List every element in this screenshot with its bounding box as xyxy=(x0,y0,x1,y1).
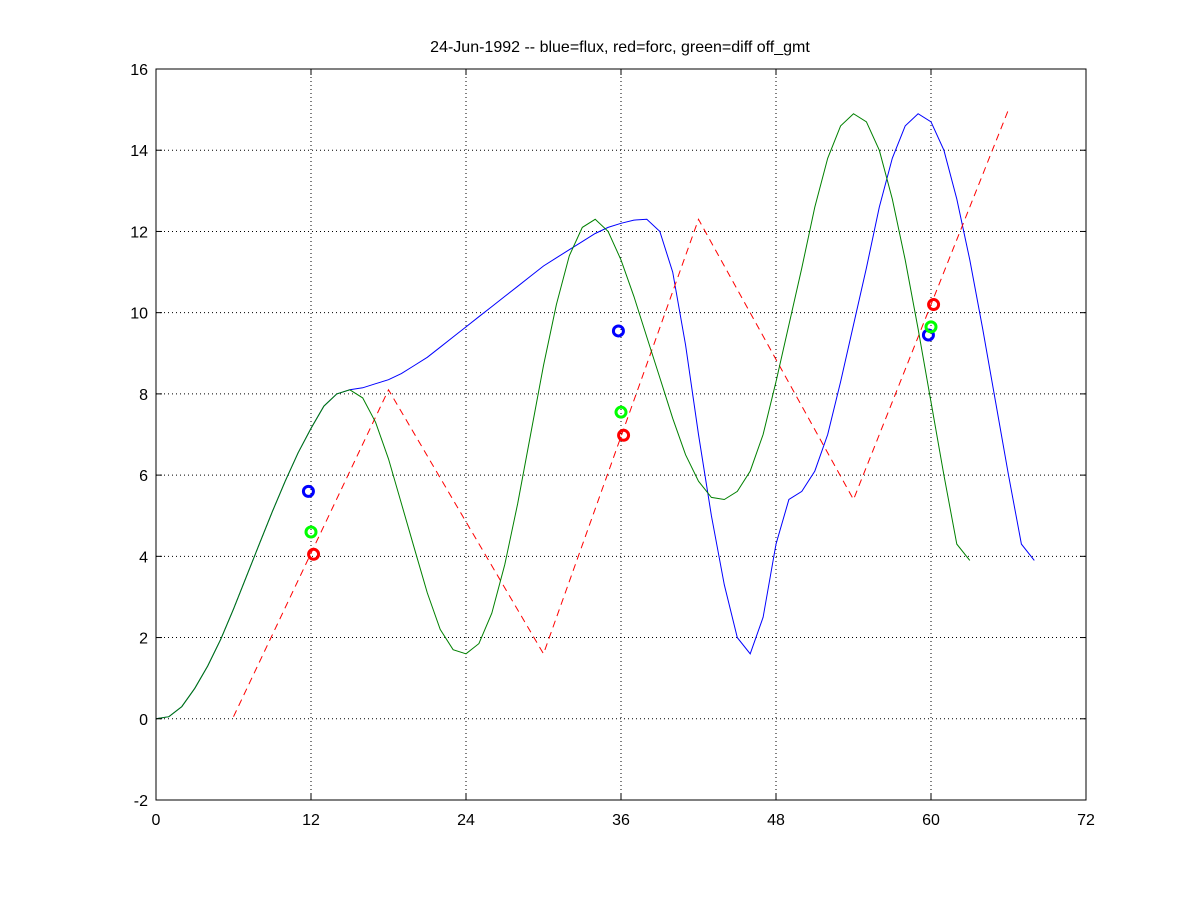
x-tick-label: 72 xyxy=(1077,812,1095,829)
x-tick-label: 12 xyxy=(302,812,320,829)
y-tick-label: 8 xyxy=(139,387,148,404)
plot-frame xyxy=(155,68,1087,801)
y-tick-label: 2 xyxy=(139,631,148,648)
marker-point-5 xyxy=(617,428,631,442)
series-layer xyxy=(155,109,1035,720)
series-line-0 xyxy=(155,113,1035,720)
y-tick-label: 6 xyxy=(139,468,148,485)
x-tick-labels: 0 12 24 36 48 60 72 xyxy=(152,812,1095,829)
tick-layer xyxy=(155,68,1087,801)
x-tick-label: 48 xyxy=(767,812,785,829)
marker-layer xyxy=(301,298,941,561)
y-tick-label: 16 xyxy=(130,62,148,79)
series-line-2 xyxy=(155,113,971,720)
x-tick-label: 60 xyxy=(922,812,940,829)
marker-point-2 xyxy=(307,547,321,561)
y-tick-labels: -2 0 2 4 6 8 10 12 14 16 xyxy=(130,62,148,810)
y-tick-label: 14 xyxy=(130,143,148,160)
x-tick-label: 24 xyxy=(457,812,475,829)
marker-point-0 xyxy=(301,484,315,498)
grid xyxy=(156,69,1086,800)
y-tick-label: 10 xyxy=(130,306,148,323)
y-tick-label: 0 xyxy=(139,712,148,729)
marker-point-8 xyxy=(927,298,941,312)
y-tick-label: 12 xyxy=(130,224,148,241)
x-tick-label: 36 xyxy=(612,812,630,829)
y-tick-label: -2 xyxy=(134,793,148,810)
x-tick-label: 0 xyxy=(152,812,161,829)
marker-point-7 xyxy=(924,320,938,334)
marker-point-3 xyxy=(611,324,625,338)
marker-point-1 xyxy=(304,525,318,539)
chart-title: 24-Jun-1992 -- blue=flux, red=forc, gree… xyxy=(430,39,810,56)
y-tick-label: 4 xyxy=(139,549,148,566)
series-line-1 xyxy=(233,109,1009,717)
marker-point-4 xyxy=(614,405,628,419)
